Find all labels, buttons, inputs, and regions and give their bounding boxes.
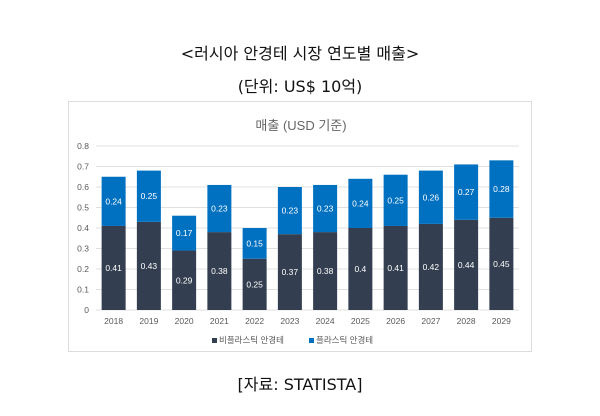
- data-label: 0.38: [317, 266, 334, 276]
- data-label: 0.28: [493, 184, 510, 194]
- x-tick-label: 2023: [280, 316, 299, 326]
- stacked-bar-chart: 매출 (USD 기준) 0 0.1 0.2 0.3 0.4 0.5 0.6 0.7 0.8 0.41…: [77, 118, 519, 345]
- data-label: 0.25: [141, 191, 158, 201]
- data-label: 0.23: [317, 204, 334, 214]
- chart-title: 매출 (USD 기준): [255, 118, 346, 133]
- data-label: 0.17: [176, 228, 193, 238]
- bar-non-plastic: [489, 217, 514, 310]
- bar-plastic: [101, 176, 126, 226]
- bar-non-plastic: [454, 219, 479, 310]
- unit-subtitle: (단위: US$ 10억): [237, 77, 363, 96]
- data-label: 0.23: [211, 204, 228, 214]
- data-label: 0.43: [141, 261, 158, 271]
- legend-swatch: [309, 338, 314, 343]
- bar-non-plastic: [313, 232, 338, 310]
- x-tick-label: 2027: [421, 316, 440, 326]
- x-tick-label: 2021: [210, 316, 229, 326]
- bar-plastic: [136, 170, 161, 222]
- y-tick-label: 0.8: [77, 141, 89, 151]
- bar-non-plastic: [418, 223, 443, 310]
- data-label: 0.45: [493, 259, 510, 269]
- y-tick-label: 0.5: [77, 203, 89, 213]
- bar-non-plastic: [277, 234, 302, 310]
- y-tick-label: 0.2: [77, 264, 89, 274]
- y-tick-label: 0.7: [77, 162, 89, 172]
- bar-plastic: [348, 178, 373, 228]
- data-label: 0.25: [246, 279, 263, 289]
- y-tick-label: 0: [84, 305, 89, 315]
- bar-plastic: [489, 160, 514, 218]
- x-tick-label: 2022: [245, 316, 264, 326]
- legend-label: 플라스틱 안경테: [316, 335, 373, 345]
- x-tick-label: 2025: [351, 316, 370, 326]
- bar-non-plastic: [207, 232, 232, 310]
- bar-non-plastic: [172, 250, 197, 310]
- data-label: 0.15: [246, 238, 263, 248]
- bar-plastic: [454, 164, 479, 220]
- page-title: <러시아 안경테 시장 연도별 매출>: [180, 44, 420, 63]
- legend-label: 비플라스틱 안경테: [219, 335, 284, 345]
- data-label: 0.44: [458, 260, 475, 270]
- y-tick-label: 0.4: [77, 223, 89, 233]
- data-label: 0.24: [105, 196, 122, 206]
- bar-plastic: [418, 170, 443, 224]
- x-tick-label: 2020: [175, 316, 194, 326]
- bar-plastic: [383, 174, 408, 226]
- bar-non-plastic: [242, 258, 267, 310]
- x-tick-label: 2026: [386, 316, 405, 326]
- bar-non-plastic: [348, 228, 373, 310]
- data-label: 0.4: [354, 264, 366, 274]
- bar-non-plastic: [383, 225, 408, 310]
- x-tick-label: 2029: [492, 316, 511, 326]
- data-label: 0.41: [105, 263, 122, 273]
- data-label: 0.26: [423, 192, 440, 202]
- data-label: 0.38: [211, 266, 228, 276]
- data-label: 0.27: [458, 187, 475, 197]
- y-tick-label: 0.6: [77, 182, 89, 192]
- data-label: 0.41: [387, 263, 404, 273]
- bar-plastic: [277, 187, 302, 235]
- source-caption: [자료: STATISTA]: [237, 375, 363, 394]
- data-label: 0.29: [176, 275, 193, 285]
- y-tick-label: 0.1: [77, 285, 89, 295]
- bar-plastic: [313, 184, 338, 233]
- data-label: 0.37: [282, 267, 299, 277]
- bar-plastic: [242, 228, 267, 259]
- bar-non-plastic: [136, 221, 161, 310]
- x-tick-label: 2028: [457, 316, 476, 326]
- data-label: 0.42: [423, 262, 440, 272]
- bar-plastic: [172, 215, 197, 251]
- data-label: 0.24: [352, 198, 369, 208]
- bar-non-plastic: [101, 225, 126, 310]
- legend-swatch: [212, 338, 217, 343]
- bar-plastic: [207, 184, 232, 233]
- chart-frame: 매출 (USD 기준) 0 0.1 0.2 0.3 0.4 0.5 0.6 0.7 0.8 0.41…: [68, 101, 532, 352]
- data-label: 0.25: [387, 195, 404, 205]
- x-tick-label: 2018: [104, 316, 123, 326]
- data-label: 0.23: [282, 206, 299, 216]
- y-tick-label: 0.3: [77, 244, 89, 254]
- x-tick-label: 2019: [139, 316, 158, 326]
- x-tick-label: 2024: [316, 316, 335, 326]
